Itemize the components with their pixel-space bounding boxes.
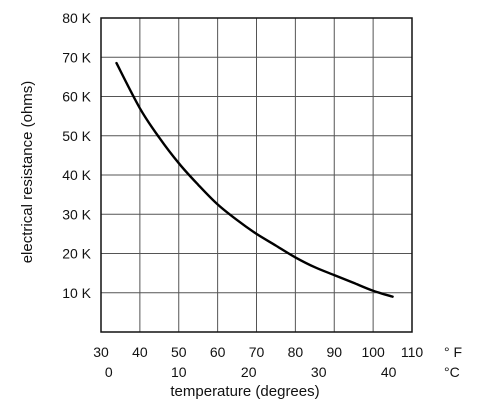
x-tick-label-f-2: 50 <box>171 344 187 360</box>
y-tick-label-6: 70 K <box>62 49 91 65</box>
x-tick-label-f-6: 90 <box>326 344 342 360</box>
y-tick-labels: 10 K 20 K 30 K 40 K 50 K 60 K 70 K 80 K <box>62 10 91 301</box>
x-unit-fahrenheit: ° F <box>444 344 462 360</box>
x-tick-label-c-3: 30 <box>311 364 327 380</box>
x-tick-label-f-3: 60 <box>210 344 226 360</box>
x-tick-label-f-5: 80 <box>288 344 304 360</box>
x-tick-label-c-0: 0 <box>105 364 113 380</box>
resistance-curve <box>115 61 394 298</box>
y-tick-label-1: 20 K <box>62 246 91 262</box>
y-tick-label-4: 50 K <box>62 128 91 144</box>
y-tick-label-0: 10 K <box>62 285 91 301</box>
grid <box>100 17 413 332</box>
y-tick-label-5: 60 K <box>62 89 91 105</box>
x-tick-labels-celsius: 0 10 20 30 40 <box>105 364 397 380</box>
x-tick-label-f-7: 100 <box>361 344 385 360</box>
y-axis-title: electrical resistance (ohms) <box>19 81 36 264</box>
plot-frame <box>100 17 413 333</box>
x-tick-label-c-2: 20 <box>241 364 257 380</box>
x-tick-label-c-4: 40 <box>381 364 397 380</box>
x-tick-label-f-1: 40 <box>132 344 148 360</box>
x-tick-label-f-4: 70 <box>249 344 265 360</box>
x-tick-labels-fahrenheit: 30 40 50 60 70 80 90 100 110 <box>93 344 423 360</box>
x-axis-title: temperature (degrees) <box>170 383 319 400</box>
x-tick-label-f-8: 110 <box>401 344 424 360</box>
y-tick-label-2: 30 K <box>62 206 91 222</box>
y-tick-label-7: 80 K <box>62 10 91 26</box>
x-tick-label-c-1: 10 <box>171 364 187 380</box>
x-unit-celsius: °C <box>444 364 460 380</box>
y-tick-label-3: 40 K <box>62 167 91 183</box>
x-tick-label-f-0: 30 <box>93 344 109 360</box>
